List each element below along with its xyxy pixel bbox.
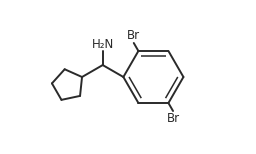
Text: H₂N: H₂N <box>92 38 114 51</box>
Text: Br: Br <box>127 29 140 42</box>
Text: Br: Br <box>166 112 180 125</box>
